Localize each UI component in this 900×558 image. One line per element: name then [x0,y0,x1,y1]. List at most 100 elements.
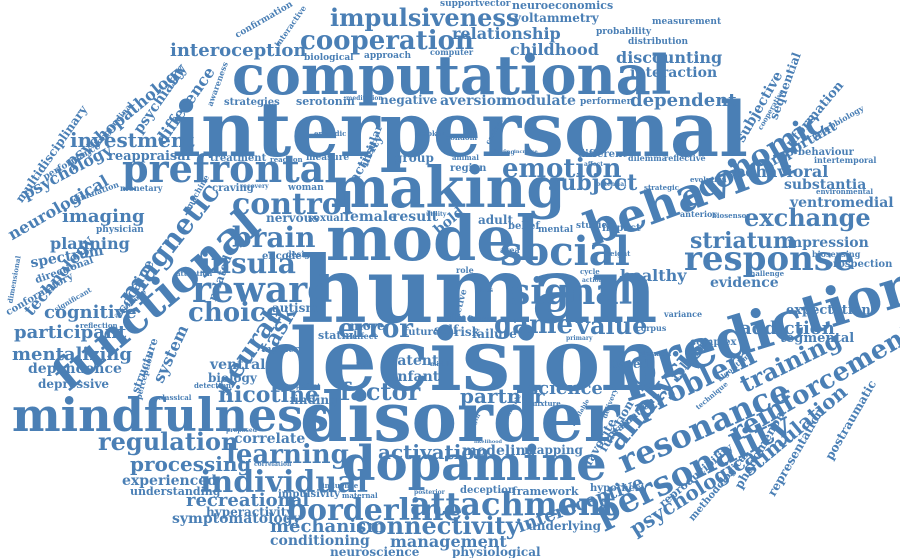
word: effect [352,331,378,341]
word: latent [392,353,439,369]
word: physician [96,225,144,235]
word: loss [480,287,494,294]
word: strategic [644,183,679,192]
word: choice [188,298,283,328]
word: negative [380,93,438,107]
word: measurement [652,17,722,27]
word: approach [364,51,412,61]
word: biological [304,53,354,63]
word: mental [538,225,574,235]
word: computational [232,43,672,107]
word: failure [472,327,517,341]
word: measure [306,153,350,163]
word: treatment [210,153,267,164]
word: correlate [234,431,306,447]
word: control [232,187,354,222]
word: weight [604,249,631,258]
word: voltammetry [514,11,599,25]
word: adult [478,213,513,227]
word: role [456,265,474,275]
word: correlation [254,461,292,468]
word: medial [340,361,371,371]
word: studies [576,221,613,231]
word: making [330,155,566,221]
word: response [684,239,855,279]
word: connectivity [356,511,520,540]
word: learning [226,440,349,470]
word: meditation [346,95,383,102]
word: female [344,209,398,225]
word: expectation [786,303,871,318]
word: different [578,149,627,160]
word: discounting [616,48,723,67]
word: playing [490,149,515,156]
word: social [500,228,630,275]
word: belief [508,221,540,232]
word: intertemporal [814,155,877,165]
word: physiological [452,545,541,558]
word: affect [584,161,604,168]
word: impact [602,223,641,234]
word: substantia [784,177,867,193]
word: modulate [502,93,576,109]
word: woman [288,183,324,193]
word: reward [192,269,333,311]
word: computer [430,47,474,57]
word: mindfulness [12,388,329,442]
word: impulsivity [278,489,340,500]
word: encode [262,251,302,262]
word: mechanism [270,516,386,537]
word: mapping [524,443,583,457]
word: impression [782,235,869,251]
word: finding [290,393,338,407]
word: cooperation [300,26,474,56]
word: framework [512,485,579,498]
word: utility [426,211,447,218]
word: environmental [816,187,874,196]
word: potential [596,181,627,188]
word: influence [322,481,359,490]
word: complex [690,337,737,348]
word: autism [272,301,319,315]
word: more [350,319,385,333]
word: interaction [630,65,718,81]
word: animal [452,153,479,162]
word: value [576,311,648,340]
word: biosensing [812,249,861,259]
word: interpersonal [172,85,749,174]
word: prefrontal [122,146,339,191]
word: evidence [710,275,779,291]
word: area [500,245,520,255]
word: individual [200,465,369,500]
word: signal [510,271,633,313]
word: likelihood [474,439,503,445]
word: dilemma [628,153,667,163]
word: healthy [620,266,687,285]
word: mixture [530,399,561,408]
word: maternal [342,491,378,500]
word: craving [212,183,254,194]
word: increase [514,149,538,155]
word: aversion [440,93,507,109]
word: ventromedial [790,195,894,211]
word: tegmental [780,331,855,346]
word: behaviour [798,147,854,158]
word: middle [430,361,454,368]
word: corpus [636,323,667,333]
word: hyperactivity [206,505,294,519]
word: brain [232,221,316,254]
word: biology [208,371,257,385]
word: decision [262,310,663,411]
word: supportvector [440,0,511,9]
word: posterior [414,489,445,496]
word: human [300,236,658,344]
word: probability [596,27,652,37]
word: ventral [210,357,266,373]
word: region [450,163,487,174]
word: recreational [186,490,310,511]
word: subject [548,170,638,196]
word: biosensor [712,211,751,220]
word: proposed [226,427,257,434]
word: classical [158,393,192,402]
